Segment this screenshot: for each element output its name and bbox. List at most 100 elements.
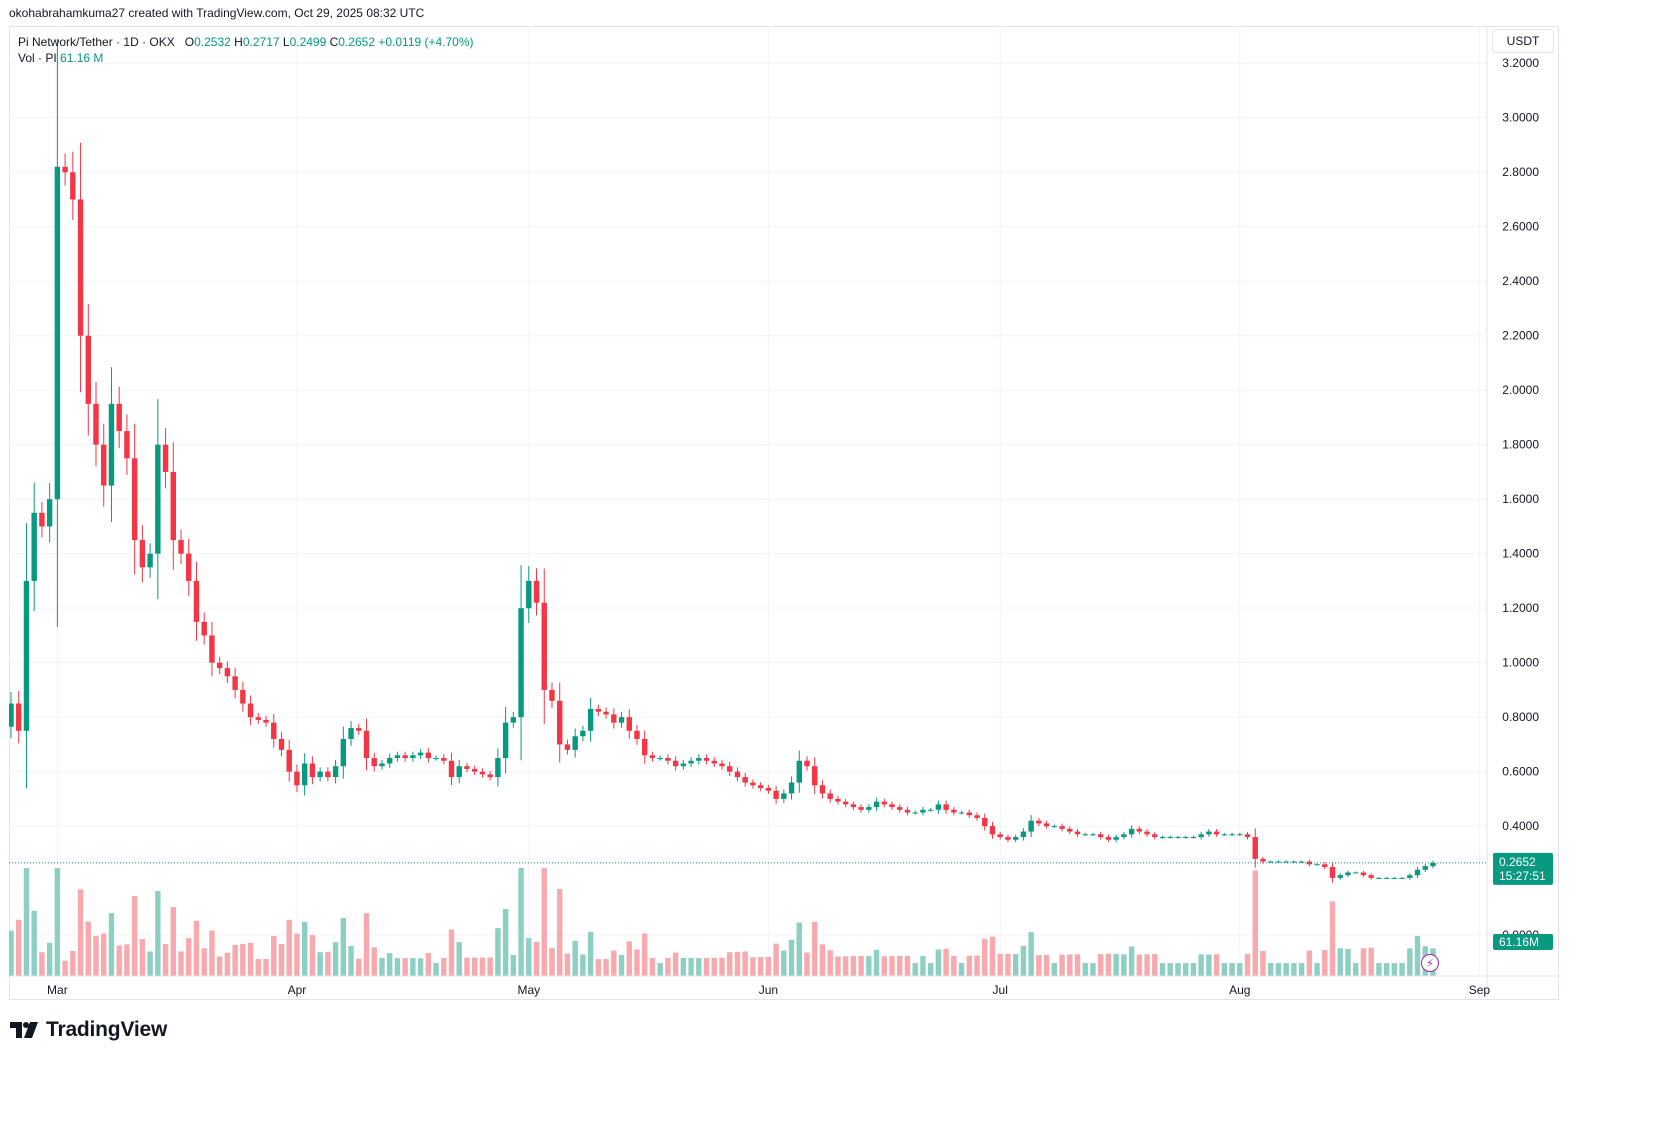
volume-bar bbox=[850, 956, 857, 976]
volume-bar bbox=[935, 949, 942, 976]
volume-bar bbox=[1074, 954, 1081, 976]
candle-body bbox=[441, 758, 447, 761]
candle-body bbox=[1368, 875, 1374, 878]
volume-bar bbox=[533, 941, 540, 976]
x-tick-label: Sep bbox=[1469, 983, 1491, 997]
volume-bar bbox=[1144, 954, 1150, 976]
candle-body bbox=[31, 512, 37, 581]
candle-body bbox=[502, 722, 509, 759]
candle-body bbox=[757, 785, 764, 788]
volume-bar bbox=[317, 952, 323, 976]
candle-body bbox=[1182, 837, 1189, 839]
legend-symbol[interactable]: Pi Network/Tether bbox=[18, 35, 113, 49]
volume-bar bbox=[1175, 963, 1181, 976]
volume-bar bbox=[108, 913, 115, 976]
tradingview-logo-icon bbox=[10, 1022, 38, 1038]
candle-body bbox=[1376, 877, 1382, 879]
candle-body bbox=[557, 700, 563, 745]
candle-body bbox=[773, 790, 779, 799]
volume-bar bbox=[1051, 963, 1058, 976]
volume-bar bbox=[417, 958, 424, 976]
candle-body bbox=[448, 760, 455, 778]
chart-frame bbox=[9, 26, 1559, 1000]
candle-body bbox=[974, 815, 980, 818]
candle-body bbox=[966, 812, 973, 816]
candle-body bbox=[1399, 877, 1405, 879]
volume-bar bbox=[557, 888, 563, 976]
candle-body bbox=[665, 758, 671, 761]
y-tick-label: 2.6000 bbox=[1502, 220, 1539, 234]
candle-body bbox=[982, 817, 988, 827]
currency-selector-button[interactable]: USDT bbox=[1492, 29, 1554, 53]
volume-bar bbox=[23, 868, 30, 976]
candle-body bbox=[642, 738, 648, 756]
volume-bar bbox=[255, 958, 262, 976]
volume-bar bbox=[456, 942, 462, 976]
x-tick-label: Jun bbox=[759, 983, 778, 997]
candle-body bbox=[533, 580, 540, 603]
candle-body bbox=[1383, 877, 1390, 879]
countdown-label: 15:27:51 bbox=[1499, 869, 1546, 883]
volume-bar bbox=[958, 963, 965, 976]
candle-body bbox=[54, 166, 61, 500]
candle-body bbox=[858, 807, 864, 810]
candle-body bbox=[278, 738, 285, 750]
volume-bar bbox=[1360, 948, 1367, 976]
candle-body bbox=[587, 708, 594, 731]
tradingview-logo[interactable]: TradingView bbox=[10, 1018, 167, 1042]
volume-bar bbox=[394, 958, 401, 976]
volume-bar bbox=[1298, 963, 1305, 976]
candle-body bbox=[1012, 837, 1019, 840]
volume-bar bbox=[1329, 901, 1336, 976]
y-tick-label: 3.2000 bbox=[1502, 56, 1539, 70]
candle-body bbox=[873, 801, 880, 808]
candle-body bbox=[1345, 872, 1351, 876]
candle-body bbox=[1090, 834, 1096, 836]
volume-bar bbox=[997, 954, 1003, 976]
volume-bar bbox=[1190, 963, 1197, 976]
volume-bar bbox=[70, 951, 76, 976]
legend-interval[interactable]: 1D bbox=[123, 35, 139, 49]
candle-body bbox=[1298, 861, 1305, 863]
candle-body bbox=[155, 444, 161, 554]
volume-bar bbox=[526, 938, 532, 976]
candle-body bbox=[286, 749, 292, 772]
volume-badge bbox=[1493, 934, 1553, 950]
volume-bar bbox=[1213, 954, 1220, 976]
volume-bar bbox=[595, 959, 602, 976]
candle-body bbox=[1268, 861, 1274, 863]
candle-body bbox=[572, 736, 578, 750]
candle-body bbox=[1206, 831, 1212, 835]
candle-body bbox=[386, 758, 393, 764]
legend-close-label: C bbox=[329, 35, 339, 49]
candle-body bbox=[711, 760, 717, 764]
volume-bar bbox=[1237, 963, 1243, 976]
candle-body bbox=[433, 758, 439, 760]
candle-body bbox=[1314, 864, 1320, 866]
volume-bar bbox=[804, 952, 810, 976]
candle-body bbox=[371, 758, 377, 767]
volume-bar bbox=[1283, 963, 1289, 976]
legend-volume-label[interactable]: Vol · PI bbox=[18, 51, 57, 65]
lightning-icon[interactable]: ⚡ bbox=[1421, 954, 1439, 972]
volume-bar bbox=[564, 953, 571, 976]
legend-high-label: H bbox=[234, 35, 243, 49]
volume-bar bbox=[201, 948, 207, 976]
candle-body bbox=[1051, 826, 1058, 828]
y-tick-label: 0.6000 bbox=[1502, 765, 1539, 779]
candle-body bbox=[1283, 861, 1289, 863]
candle-body bbox=[989, 826, 996, 835]
volume-bar bbox=[734, 951, 741, 976]
candle-body bbox=[147, 553, 153, 568]
volume-bar bbox=[379, 957, 385, 976]
y-tick-label: 0.8000 bbox=[1502, 710, 1539, 724]
candle-body bbox=[456, 766, 462, 778]
candle-body bbox=[309, 763, 316, 778]
candle-body bbox=[62, 166, 68, 173]
price-chart[interactable]: 3.2000 3.0000 2.8000 2.6000 2.4000 2.2000 2.00… bbox=[9, 26, 1559, 1000]
volume-bar bbox=[495, 928, 501, 976]
volume-bar bbox=[1113, 954, 1119, 976]
candle-body bbox=[479, 771, 486, 775]
candle-body bbox=[850, 804, 857, 808]
candle-body bbox=[1430, 862, 1436, 867]
